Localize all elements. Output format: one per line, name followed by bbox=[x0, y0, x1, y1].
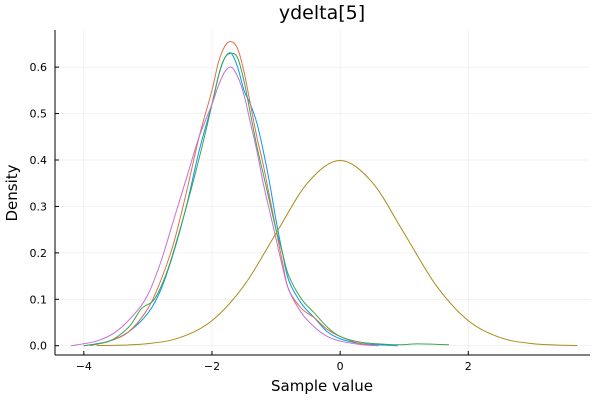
series-line-3 bbox=[83, 52, 450, 347]
x-tick-label: 0 bbox=[337, 360, 344, 373]
series-line-5 bbox=[96, 159, 578, 347]
series-line-1 bbox=[83, 52, 398, 347]
x-tick-label: −2 bbox=[204, 360, 220, 373]
series-group bbox=[70, 41, 578, 347]
ticks: −4 −2 0 2 0.0 0.1 0.2 0.3 0.4 0.5 0.6 bbox=[30, 61, 472, 373]
x-tick-label: 2 bbox=[465, 360, 472, 373]
x-axis-title: Sample value bbox=[271, 377, 373, 395]
y-tick-label: 0.3 bbox=[30, 200, 48, 213]
axes bbox=[54, 30, 590, 356]
x-tick-label: −4 bbox=[76, 360, 92, 373]
y-axis-title: Density bbox=[3, 164, 21, 221]
y-tick-label: 0.0 bbox=[30, 340, 48, 353]
grid bbox=[55, 30, 590, 355]
y-tick-label: 0.2 bbox=[30, 247, 48, 260]
series-line-4 bbox=[70, 66, 379, 347]
y-tick-label: 0.1 bbox=[30, 293, 48, 306]
y-tick-label: 0.4 bbox=[30, 154, 48, 167]
chart-title: ydelta[5] bbox=[279, 2, 365, 24]
y-tick-label: 0.5 bbox=[30, 108, 48, 121]
y-tick-label: 0.6 bbox=[30, 61, 48, 74]
series-line-2 bbox=[90, 41, 379, 347]
